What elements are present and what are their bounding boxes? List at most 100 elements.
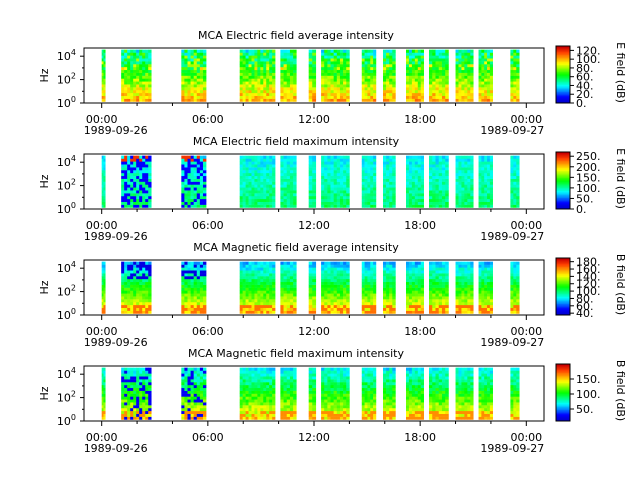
spectrogram-cell	[411, 72, 416, 76]
spectrogram-cell	[383, 296, 387, 300]
y-tick-exponent: 2	[71, 178, 76, 187]
colorbar-segment	[556, 267, 570, 270]
spectrogram-cell	[327, 201, 331, 205]
spectrogram-cell	[441, 270, 446, 274]
spectrogram-cell	[370, 87, 374, 91]
spectrogram-cell	[333, 78, 338, 82]
spectrogram-cell	[489, 49, 493, 53]
spectrogram-cell	[470, 301, 474, 306]
spectrogram-cell	[266, 187, 270, 191]
spectrogram-cell	[435, 92, 440, 96]
spectrogram-cell	[199, 204, 204, 208]
spectrogram-cell	[330, 184, 334, 188]
spectrogram-cell	[139, 72, 143, 76]
spectrogram-cell	[324, 170, 328, 174]
spectrogram-cell	[441, 52, 446, 56]
spectrogram-cell	[293, 81, 297, 85]
spectrogram-cell	[142, 175, 146, 179]
spectrogram-cell	[386, 184, 390, 188]
spectrogram-cell	[361, 284, 365, 288]
spectrogram-cell	[429, 264, 433, 268]
spectrogram-cell	[184, 69, 188, 73]
spectrogram-cell	[336, 270, 341, 274]
y-tick-exponent: 4	[71, 154, 76, 163]
spectrogram-cell	[148, 49, 152, 53]
spectrogram-cell	[336, 52, 341, 56]
spectrogram-cell	[103, 201, 106, 205]
spectrogram-cell	[478, 301, 482, 306]
spectrogram-cell	[124, 92, 128, 96]
spectrogram-cell	[239, 198, 243, 202]
spectrogram-cell	[392, 87, 396, 91]
spectrogram-cell	[420, 267, 424, 271]
spectrogram-cell	[417, 87, 422, 91]
spectrogram-cell	[343, 187, 347, 191]
spectrogram-cell	[289, 270, 294, 274]
colorbar-segment	[556, 296, 570, 299]
spectrogram-cell	[193, 61, 198, 65]
spectrogram-cell	[364, 161, 368, 165]
spectrogram-cell	[184, 195, 188, 200]
spectrogram-cell	[470, 184, 474, 188]
spectrogram-cell	[467, 89, 471, 94]
chart-panel-2: MCA Electric field maximum intensityHz10…	[38, 135, 627, 243]
spectrogram-cell	[181, 87, 185, 91]
spectrogram-cell	[481, 270, 485, 274]
spectrogram-cell	[445, 195, 449, 200]
spectrogram-cell	[346, 301, 350, 306]
spectrogram-cell	[339, 301, 344, 306]
spectrogram-cell	[242, 293, 246, 297]
spectrogram-cell	[272, 276, 276, 280]
spectrogram-cell	[432, 95, 436, 99]
spectrogram-cell	[516, 66, 520, 71]
spectrogram-cell	[343, 161, 347, 165]
spectrogram-cell	[148, 296, 152, 300]
spectrogram-cell	[272, 178, 276, 182]
spectrogram-cell	[263, 167, 267, 171]
spectrogram-cell	[257, 264, 261, 268]
spectrogram-cell	[510, 296, 514, 300]
spectrogram-cell	[272, 273, 276, 277]
spectrogram-cell	[139, 92, 143, 96]
spectrogram-cell	[458, 155, 462, 159]
spectrogram-cell	[260, 193, 264, 197]
colorbar-segment	[556, 160, 570, 163]
spectrogram-cell	[196, 58, 201, 62]
spectrogram-cell	[283, 161, 288, 165]
spectrogram-cell	[489, 89, 493, 94]
colorbar: 0.20.40.60.80.100.120. E field (dB)	[555, 42, 627, 110]
spectrogram-cell	[272, 175, 276, 179]
spectrogram-cell	[242, 98, 246, 102]
spectrogram-cell	[386, 164, 390, 168]
spectrogram-cell	[196, 181, 201, 185]
spectrogram-cell	[103, 69, 106, 73]
spectrogram-cell	[510, 201, 514, 205]
spectrogram-cell	[467, 299, 471, 303]
spectrogram-cell	[411, 310, 416, 314]
spectrogram-cell	[330, 296, 334, 300]
spectrogram-cell	[343, 193, 347, 197]
spectrogram-cell	[121, 373, 125, 377]
spectrogram-cell	[333, 178, 338, 182]
spectrogram-cell	[101, 379, 104, 383]
spectrogram-cell	[489, 201, 493, 205]
spectrogram-cell	[142, 170, 146, 174]
spectrogram-cell	[370, 278, 374, 283]
spectrogram-cell	[411, 170, 416, 174]
spectrogram-cell	[124, 387, 128, 391]
spectrogram-cell	[484, 276, 488, 280]
spectrogram-cell	[308, 72, 313, 76]
spectrogram-cell	[130, 379, 134, 383]
spectrogram-cell	[257, 184, 261, 188]
spectrogram-cell	[361, 87, 365, 91]
spectrogram-cell	[101, 278, 104, 283]
spectrogram-cell	[364, 84, 368, 88]
spectrogram-cell	[333, 52, 338, 56]
spectrogram-cell	[136, 373, 140, 377]
spectrogram-cell	[429, 287, 433, 291]
spectrogram-cell	[321, 164, 325, 168]
colorbar: 40.60.80.100.120.140.160.180. B field (dB…	[555, 254, 627, 320]
spectrogram-cell	[248, 264, 252, 268]
spectrogram-cell	[383, 161, 387, 165]
spectrogram-cell	[513, 204, 517, 208]
